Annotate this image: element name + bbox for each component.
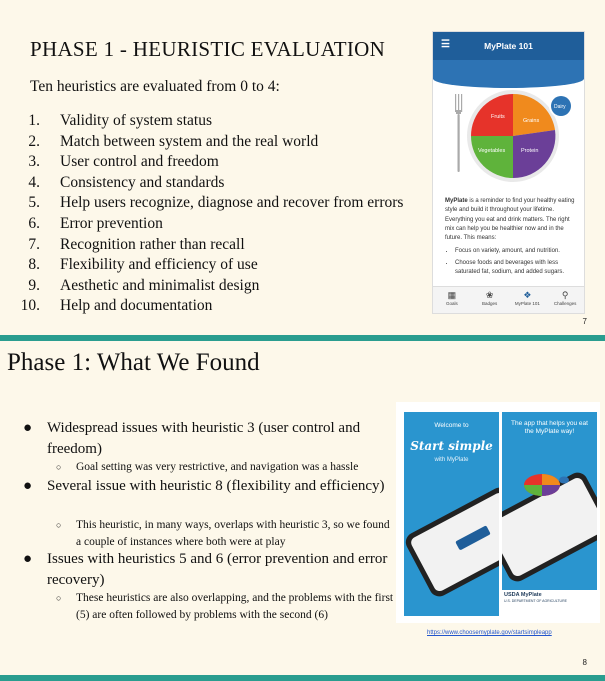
page-number: 8 (582, 658, 587, 667)
slide-1: PHASE 1 - HEURISTIC EVALUATION Ten heuri… (0, 0, 605, 335)
usda-logo: USDA MyPlate U.S. DEPARTMENT OF AGRICULT… (502, 590, 597, 616)
slide-1-title: PHASE 1 - HEURISTIC EVALUATION (30, 37, 386, 61)
trophy-icon: ⚲ (561, 290, 569, 300)
accent-bar (0, 335, 605, 341)
app-description: MyPlate is a reminder to find your healt… (445, 197, 575, 279)
app-header: ☰ MyPlate 101 (433, 32, 584, 60)
desc-text: is a reminder to find your healthy eatin… (445, 198, 575, 242)
plate-fruits-label: Fruits (491, 114, 505, 120)
myplate-plate-icon (524, 474, 569, 496)
tab-challenges[interactable]: ⚲ Challenges (547, 287, 584, 313)
start-simple-promo-image: Welcome to Start simple with MyPlate The… (396, 402, 600, 623)
header-wave (433, 60, 584, 88)
tab-myplate-101[interactable]: ❖ MyPlate 101 (509, 287, 546, 313)
page-number: 7 (582, 317, 587, 326)
list-item: Choose foods and beverages with less sat… (455, 259, 575, 278)
desc-bold: MyPlate (445, 198, 468, 204)
promo-card-left: Welcome to Start simple with MyPlate (404, 412, 499, 616)
slide-1-intro: Ten heuristics are evaluated from 0 to 4… (30, 78, 280, 95)
myplate-app-screenshot: ☰ MyPlate 101 Fruits Grains Vegetables P… (432, 31, 585, 314)
app-tab-bar: ▦ Goals ❀ Badges ❖ MyPlate 101 ⚲ Challenges (433, 286, 584, 313)
start-simple-link[interactable]: https://www.choosemyplate.gov/startsimpl… (427, 630, 552, 636)
slide-2: Phase 1: What We Found ● Widespread issue… (0, 341, 605, 675)
myplate-icon: ❖ (523, 290, 532, 300)
app-header-title: MyPlate 101 (484, 41, 533, 51)
myplate-plate-icon: Fruits Grains Vegetables Protein Dairy (455, 90, 573, 182)
tab-badges[interactable]: ❀ Badges (471, 287, 508, 313)
plate-vegetables-label: Vegetables (478, 148, 505, 154)
slide-2-title: Phase 1: What We Found (7, 349, 260, 376)
tab-goals[interactable]: ▦ Goals (433, 287, 470, 313)
plate-dairy-label: Dairy (554, 104, 566, 110)
goals-icon: ▦ (447, 290, 457, 300)
plate-grains-label: Grains (523, 118, 539, 124)
promo-card-right: The app that helps you eat the MyPlate w… (502, 412, 597, 616)
app-bullets: Focus on variety, amount, and nutrition.… (445, 247, 575, 277)
list-item: Focus on variety, amount, and nutrition. (455, 247, 575, 256)
plate-protein-label: Protein (521, 148, 538, 154)
phone-device-icon (404, 484, 499, 600)
badge-icon: ❀ (485, 290, 494, 300)
accent-bar (0, 675, 605, 681)
menu-icon: ☰ (441, 39, 450, 50)
